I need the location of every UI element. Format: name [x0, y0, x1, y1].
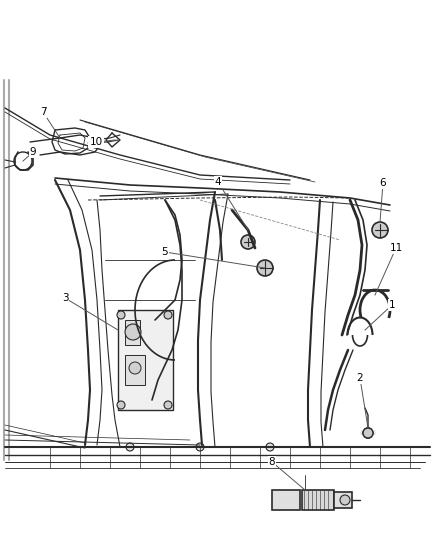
Circle shape: [265, 443, 273, 451]
Circle shape: [126, 443, 134, 451]
Text: 8: 8: [268, 457, 275, 467]
Circle shape: [129, 362, 141, 374]
Circle shape: [164, 401, 172, 409]
Circle shape: [371, 222, 387, 238]
Text: 7: 7: [39, 107, 46, 117]
Circle shape: [339, 495, 349, 505]
Bar: [125, 355, 145, 385]
Text: 2: 2: [356, 373, 363, 383]
Circle shape: [195, 443, 204, 451]
Bar: [118, 310, 173, 410]
Circle shape: [164, 311, 172, 319]
Text: 11: 11: [389, 243, 402, 253]
Circle shape: [240, 235, 254, 249]
Text: 1: 1: [388, 300, 394, 310]
Circle shape: [125, 324, 141, 340]
Bar: [272, 490, 299, 510]
Bar: [333, 492, 351, 508]
Text: 4: 4: [214, 177, 221, 187]
Text: 9: 9: [30, 147, 36, 157]
Text: 3: 3: [62, 293, 68, 303]
Circle shape: [256, 260, 272, 276]
Circle shape: [117, 401, 125, 409]
Circle shape: [362, 428, 372, 438]
Text: 6: 6: [379, 178, 385, 188]
Circle shape: [117, 311, 125, 319]
Bar: [125, 320, 140, 345]
Text: 10: 10: [89, 137, 102, 147]
Text: 5: 5: [161, 247, 168, 257]
Circle shape: [362, 428, 372, 438]
Bar: [301, 490, 333, 510]
